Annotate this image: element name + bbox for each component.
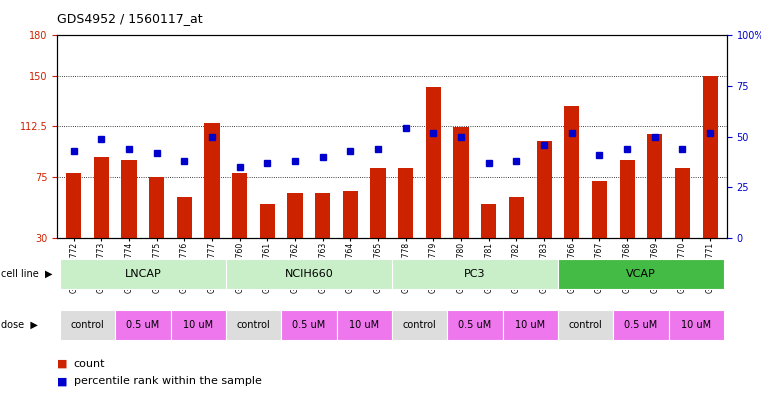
Text: dose  ▶: dose ▶ (1, 320, 37, 330)
Text: control: control (71, 320, 104, 330)
Bar (558, 259, 724, 289)
Bar (226, 259, 392, 289)
Bar (205, 123, 220, 238)
Bar (592, 181, 607, 238)
Text: 10 uM: 10 uM (183, 320, 213, 330)
Bar (392, 310, 447, 340)
Text: 0.5 uM: 0.5 uM (624, 320, 658, 330)
Text: 0.5 uM: 0.5 uM (292, 320, 326, 330)
Text: cell line  ▶: cell line ▶ (1, 269, 53, 279)
Bar (60, 259, 226, 289)
Text: LNCAP: LNCAP (125, 269, 161, 279)
Text: 10 uM: 10 uM (515, 320, 546, 330)
Bar (392, 259, 558, 289)
Bar (702, 76, 718, 238)
Bar (502, 310, 558, 340)
Bar (426, 86, 441, 238)
Bar (564, 106, 579, 238)
Text: 10 uM: 10 uM (681, 320, 712, 330)
Bar (447, 310, 502, 340)
Text: control: control (237, 320, 270, 330)
Text: NCIH660: NCIH660 (285, 269, 333, 279)
Text: count: count (74, 358, 105, 369)
Bar (122, 160, 137, 238)
Text: PC3: PC3 (464, 269, 486, 279)
Text: control: control (568, 320, 603, 330)
Bar (398, 167, 413, 238)
Bar (226, 310, 282, 340)
Bar (149, 177, 164, 238)
Text: 0.5 uM: 0.5 uM (458, 320, 492, 330)
Text: GDS4952 / 1560117_at: GDS4952 / 1560117_at (57, 12, 202, 25)
Bar (558, 310, 613, 340)
Bar (282, 310, 336, 340)
Bar (481, 204, 496, 238)
Bar (669, 310, 724, 340)
Bar (647, 134, 662, 238)
Bar (232, 173, 247, 238)
Bar (66, 173, 81, 238)
Text: ■: ■ (57, 358, 68, 369)
Text: percentile rank within the sample: percentile rank within the sample (74, 376, 262, 386)
Bar (115, 310, 170, 340)
Bar (613, 310, 669, 340)
Bar (342, 191, 358, 238)
Text: ■: ■ (57, 376, 68, 386)
Bar (336, 310, 392, 340)
Bar (371, 167, 386, 238)
Text: 0.5 uM: 0.5 uM (126, 320, 160, 330)
Bar (315, 193, 330, 238)
Bar (288, 193, 303, 238)
Bar (675, 167, 690, 238)
Bar (537, 141, 552, 238)
Bar (454, 127, 469, 238)
Bar (94, 157, 109, 238)
Bar (177, 197, 192, 238)
Text: 10 uM: 10 uM (349, 320, 379, 330)
Bar (509, 197, 524, 238)
Bar (170, 310, 226, 340)
Bar (260, 204, 275, 238)
Text: control: control (403, 320, 437, 330)
Bar (619, 160, 635, 238)
Bar (60, 310, 115, 340)
Text: VCAP: VCAP (626, 269, 656, 279)
